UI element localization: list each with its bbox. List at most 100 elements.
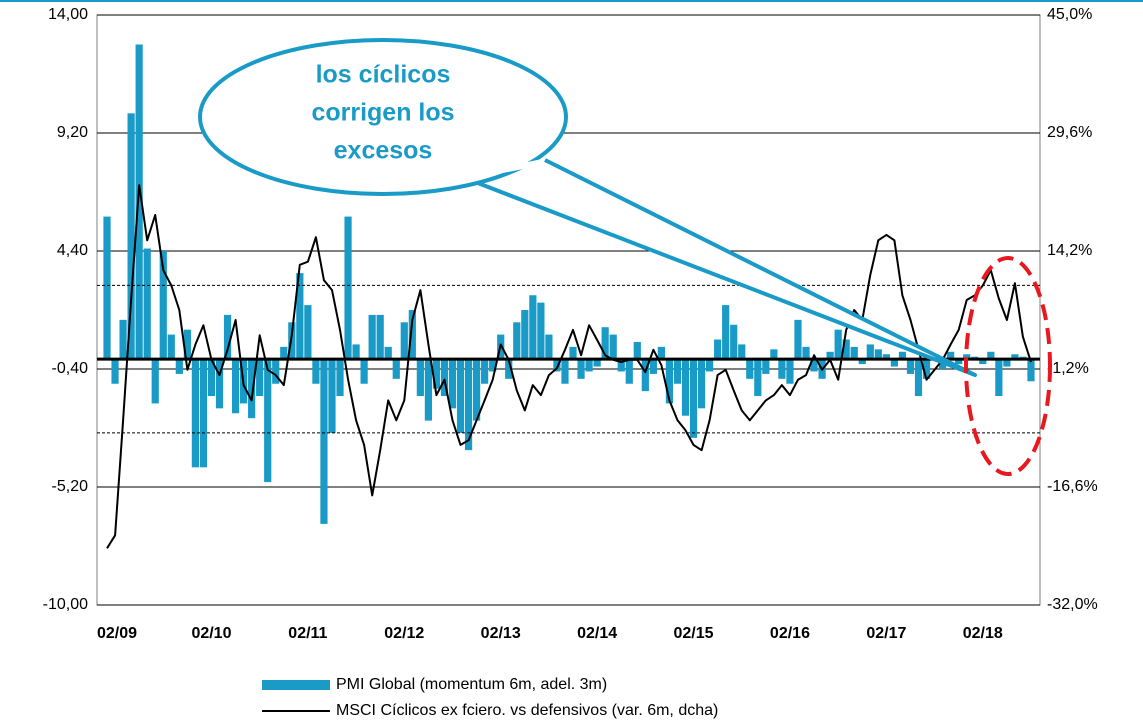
- bar: [127, 113, 135, 360]
- x-tick-label: 02/14: [577, 625, 617, 642]
- bar: [762, 359, 770, 374]
- bar: [850, 346, 858, 360]
- line-series: [106, 184, 1032, 549]
- bar: [866, 344, 874, 360]
- bar: [408, 310, 416, 360]
- bar: [328, 359, 336, 433]
- bar: [143, 248, 151, 360]
- bar: [858, 359, 866, 365]
- highlight-ellipse: [964, 256, 1052, 476]
- y2-tick-label: 14,2%: [1047, 242, 1092, 259]
- callout-pointer: [469, 158, 977, 377]
- bar: [360, 359, 368, 384]
- bar: [103, 216, 111, 360]
- bar: [248, 359, 256, 419]
- bar: [786, 359, 794, 384]
- bar: [673, 359, 682, 384]
- bar: [617, 359, 625, 372]
- bar: [914, 359, 923, 397]
- bar: [521, 310, 529, 360]
- bar: [280, 346, 288, 360]
- bar: [312, 359, 320, 384]
- bar: [665, 359, 674, 404]
- bar: [754, 359, 762, 397]
- bar: [481, 359, 489, 384]
- bar: [810, 359, 818, 372]
- bar: [947, 351, 955, 360]
- bar: [207, 359, 216, 397]
- bar: [215, 359, 224, 409]
- x-tick-label: 02/09: [97, 625, 137, 642]
- bar: [440, 359, 449, 397]
- bar: [842, 339, 850, 360]
- bar: [577, 359, 585, 379]
- bar: [979, 359, 987, 365]
- bar: [529, 295, 537, 360]
- bar: [794, 319, 802, 360]
- y-tick-label: 4,40: [57, 242, 88, 259]
- bar: [513, 322, 521, 360]
- bar: [641, 359, 649, 392]
- top-border: [0, 0, 1143, 2]
- bar: [561, 359, 569, 384]
- bar: [593, 359, 601, 367]
- bar: [553, 359, 561, 372]
- bar: [625, 359, 633, 384]
- x-tick-label: 02/18: [963, 625, 1003, 642]
- bar: [657, 346, 665, 360]
- y2-tick-label: 45,0%: [1047, 6, 1092, 23]
- bar: [456, 359, 465, 433]
- bar: [368, 314, 376, 360]
- bar: [400, 322, 408, 360]
- bar: [802, 346, 810, 360]
- bar: [473, 359, 481, 421]
- bar: [231, 359, 240, 414]
- bar: [448, 359, 457, 409]
- bar: [352, 344, 360, 360]
- y-tick-label: -0,40: [52, 360, 89, 377]
- bar: [697, 359, 706, 409]
- bar: [1027, 359, 1035, 382]
- bar: [890, 359, 898, 367]
- bar: [963, 354, 971, 360]
- bar: [1011, 354, 1019, 360]
- bar: [906, 359, 915, 374]
- x-tick-label: 02/11: [288, 625, 327, 642]
- bar: [119, 319, 127, 360]
- bar: [175, 359, 183, 374]
- bar: [955, 359, 963, 365]
- bar: [569, 346, 577, 360]
- bar: [898, 351, 907, 360]
- bar: [264, 359, 272, 483]
- bar: [223, 314, 232, 360]
- bar: [738, 344, 746, 360]
- bar: [344, 216, 352, 360]
- bar: [135, 44, 143, 360]
- y2-tick-label: -1,2%: [1047, 360, 1089, 377]
- bar: [995, 359, 1003, 397]
- bar: [633, 341, 641, 360]
- bar: [778, 359, 786, 379]
- bar: [545, 334, 553, 360]
- bar: [183, 329, 191, 360]
- y-tick-label: -5,20: [52, 478, 89, 495]
- bar: [111, 359, 119, 384]
- bar: [770, 349, 778, 360]
- bar: [296, 273, 304, 360]
- bar: [922, 359, 931, 379]
- callout-text: corrigen los: [311, 99, 454, 127]
- bar: [681, 359, 690, 416]
- bar: [167, 334, 175, 360]
- bar: [416, 359, 424, 397]
- callout-joint: [471, 159, 544, 179]
- bar: [392, 359, 400, 379]
- legend-swatch: [262, 680, 330, 690]
- bar: [304, 305, 312, 360]
- bar: [585, 359, 593, 372]
- bar: [159, 251, 167, 360]
- bar: [714, 339, 722, 360]
- bar: [537, 302, 545, 360]
- bar: [874, 349, 882, 360]
- x-tick-label: 02/17: [866, 625, 906, 642]
- bar: [505, 359, 513, 379]
